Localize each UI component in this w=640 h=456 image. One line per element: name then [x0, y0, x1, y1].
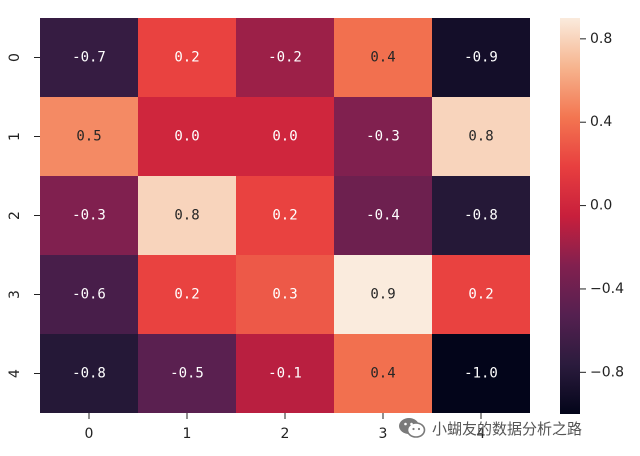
cell-label: -0.2 — [268, 50, 302, 66]
cell-label: 0.8 — [468, 129, 493, 145]
cell-label: 0.4 — [370, 366, 395, 382]
heatmap-cells: -0.7 0.2 -0.2 0.4 -0.9 0.5 0.0 0.0 -0.3 0.8 -0.3 0.… — [40, 18, 530, 413]
heatmap-cell — [334, 97, 432, 176]
heatmap-cell — [138, 176, 236, 255]
heatmap-cell — [236, 97, 334, 176]
cell-label: -0.3 — [366, 129, 400, 145]
cell-label: 0.0 — [272, 129, 297, 145]
cell-label: -1.0 — [464, 366, 498, 382]
cell-label: 0.4 — [370, 50, 395, 66]
colorbar-tick-label: −0.4 — [590, 281, 624, 297]
x-tick-label: 2 — [281, 426, 290, 442]
heatmap-cell — [236, 255, 334, 334]
heatmap-cell — [334, 334, 432, 413]
cell-label: 0.2 — [272, 208, 297, 224]
cell-label: -0.3 — [72, 208, 106, 224]
heatmap-cell — [236, 176, 334, 255]
cell-label: 0.8 — [174, 208, 199, 224]
heatmap-cell — [40, 255, 138, 334]
heatmap-cell — [138, 97, 236, 176]
heatmap-cell — [432, 176, 530, 255]
watermark: 小蝴友的数据分析之路 — [398, 413, 582, 443]
y-axis: 0 1 2 3 4 — [7, 53, 40, 378]
cell-label: -0.7 — [72, 50, 106, 66]
y-tick-label: 3 — [7, 290, 23, 299]
cell-label: -0.8 — [464, 208, 498, 224]
colorbar-tick-label: 0.8 — [590, 31, 612, 47]
heatmap-cell — [138, 255, 236, 334]
watermark-text: 小蝴友的数据分析之路 — [432, 419, 583, 438]
x-tick-label: 3 — [379, 426, 388, 442]
heatmap-cell — [236, 18, 334, 97]
y-tick-label: 2 — [7, 211, 23, 220]
x-tick-label: 4 — [477, 426, 486, 442]
heatmap-cell — [334, 18, 432, 97]
cell-label: 0.3 — [272, 287, 297, 303]
cell-label: 0.9 — [370, 287, 395, 303]
colorbar: 0.8 0.4 0.0 −0.4 −0.8 — [560, 18, 624, 414]
cell-label: -0.6 — [72, 287, 106, 303]
y-tick-label: 1 — [7, 132, 23, 141]
colorbar-tick-label: 0.0 — [590, 198, 612, 214]
cell-label: -0.9 — [464, 50, 498, 66]
y-tick-label: 0 — [7, 53, 23, 62]
heatmap-cell — [40, 18, 138, 97]
heatmap-cell — [334, 255, 432, 334]
heatmap-cell — [432, 97, 530, 176]
heatmap-cell — [40, 334, 138, 413]
heatmap-cell — [432, 255, 530, 334]
y-tick-label: 4 — [7, 369, 23, 378]
heatmap-cell — [40, 176, 138, 255]
x-axis: 0 1 2 3 4 — [85, 413, 486, 442]
cell-label: 0.5 — [76, 129, 101, 145]
cell-label: -0.8 — [72, 366, 106, 382]
heatmap-cell — [334, 176, 432, 255]
heatmap-cell — [432, 334, 530, 413]
cell-label: -0.1 — [268, 366, 302, 382]
heatmap-cell — [138, 334, 236, 413]
heatmap-cell — [236, 334, 334, 413]
cell-label: 0.2 — [468, 287, 493, 303]
x-tick-label: 0 — [85, 426, 94, 442]
cell-label: -0.5 — [170, 366, 204, 382]
cell-label: -0.4 — [366, 208, 400, 224]
colorbar-tick-label: −0.8 — [590, 364, 624, 380]
cell-label: 0.0 — [174, 129, 199, 145]
heatmap-cell — [432, 18, 530, 97]
cell-label: 0.2 — [174, 50, 199, 66]
cell-label: 0.2 — [174, 287, 199, 303]
colorbar-gradient — [560, 18, 580, 414]
colorbar-tick-label: 0.4 — [590, 114, 612, 130]
heatmap-cell — [40, 97, 138, 176]
wechat-icon — [399, 418, 426, 438]
heatmap-cell — [138, 18, 236, 97]
x-tick-label: 1 — [183, 426, 192, 442]
